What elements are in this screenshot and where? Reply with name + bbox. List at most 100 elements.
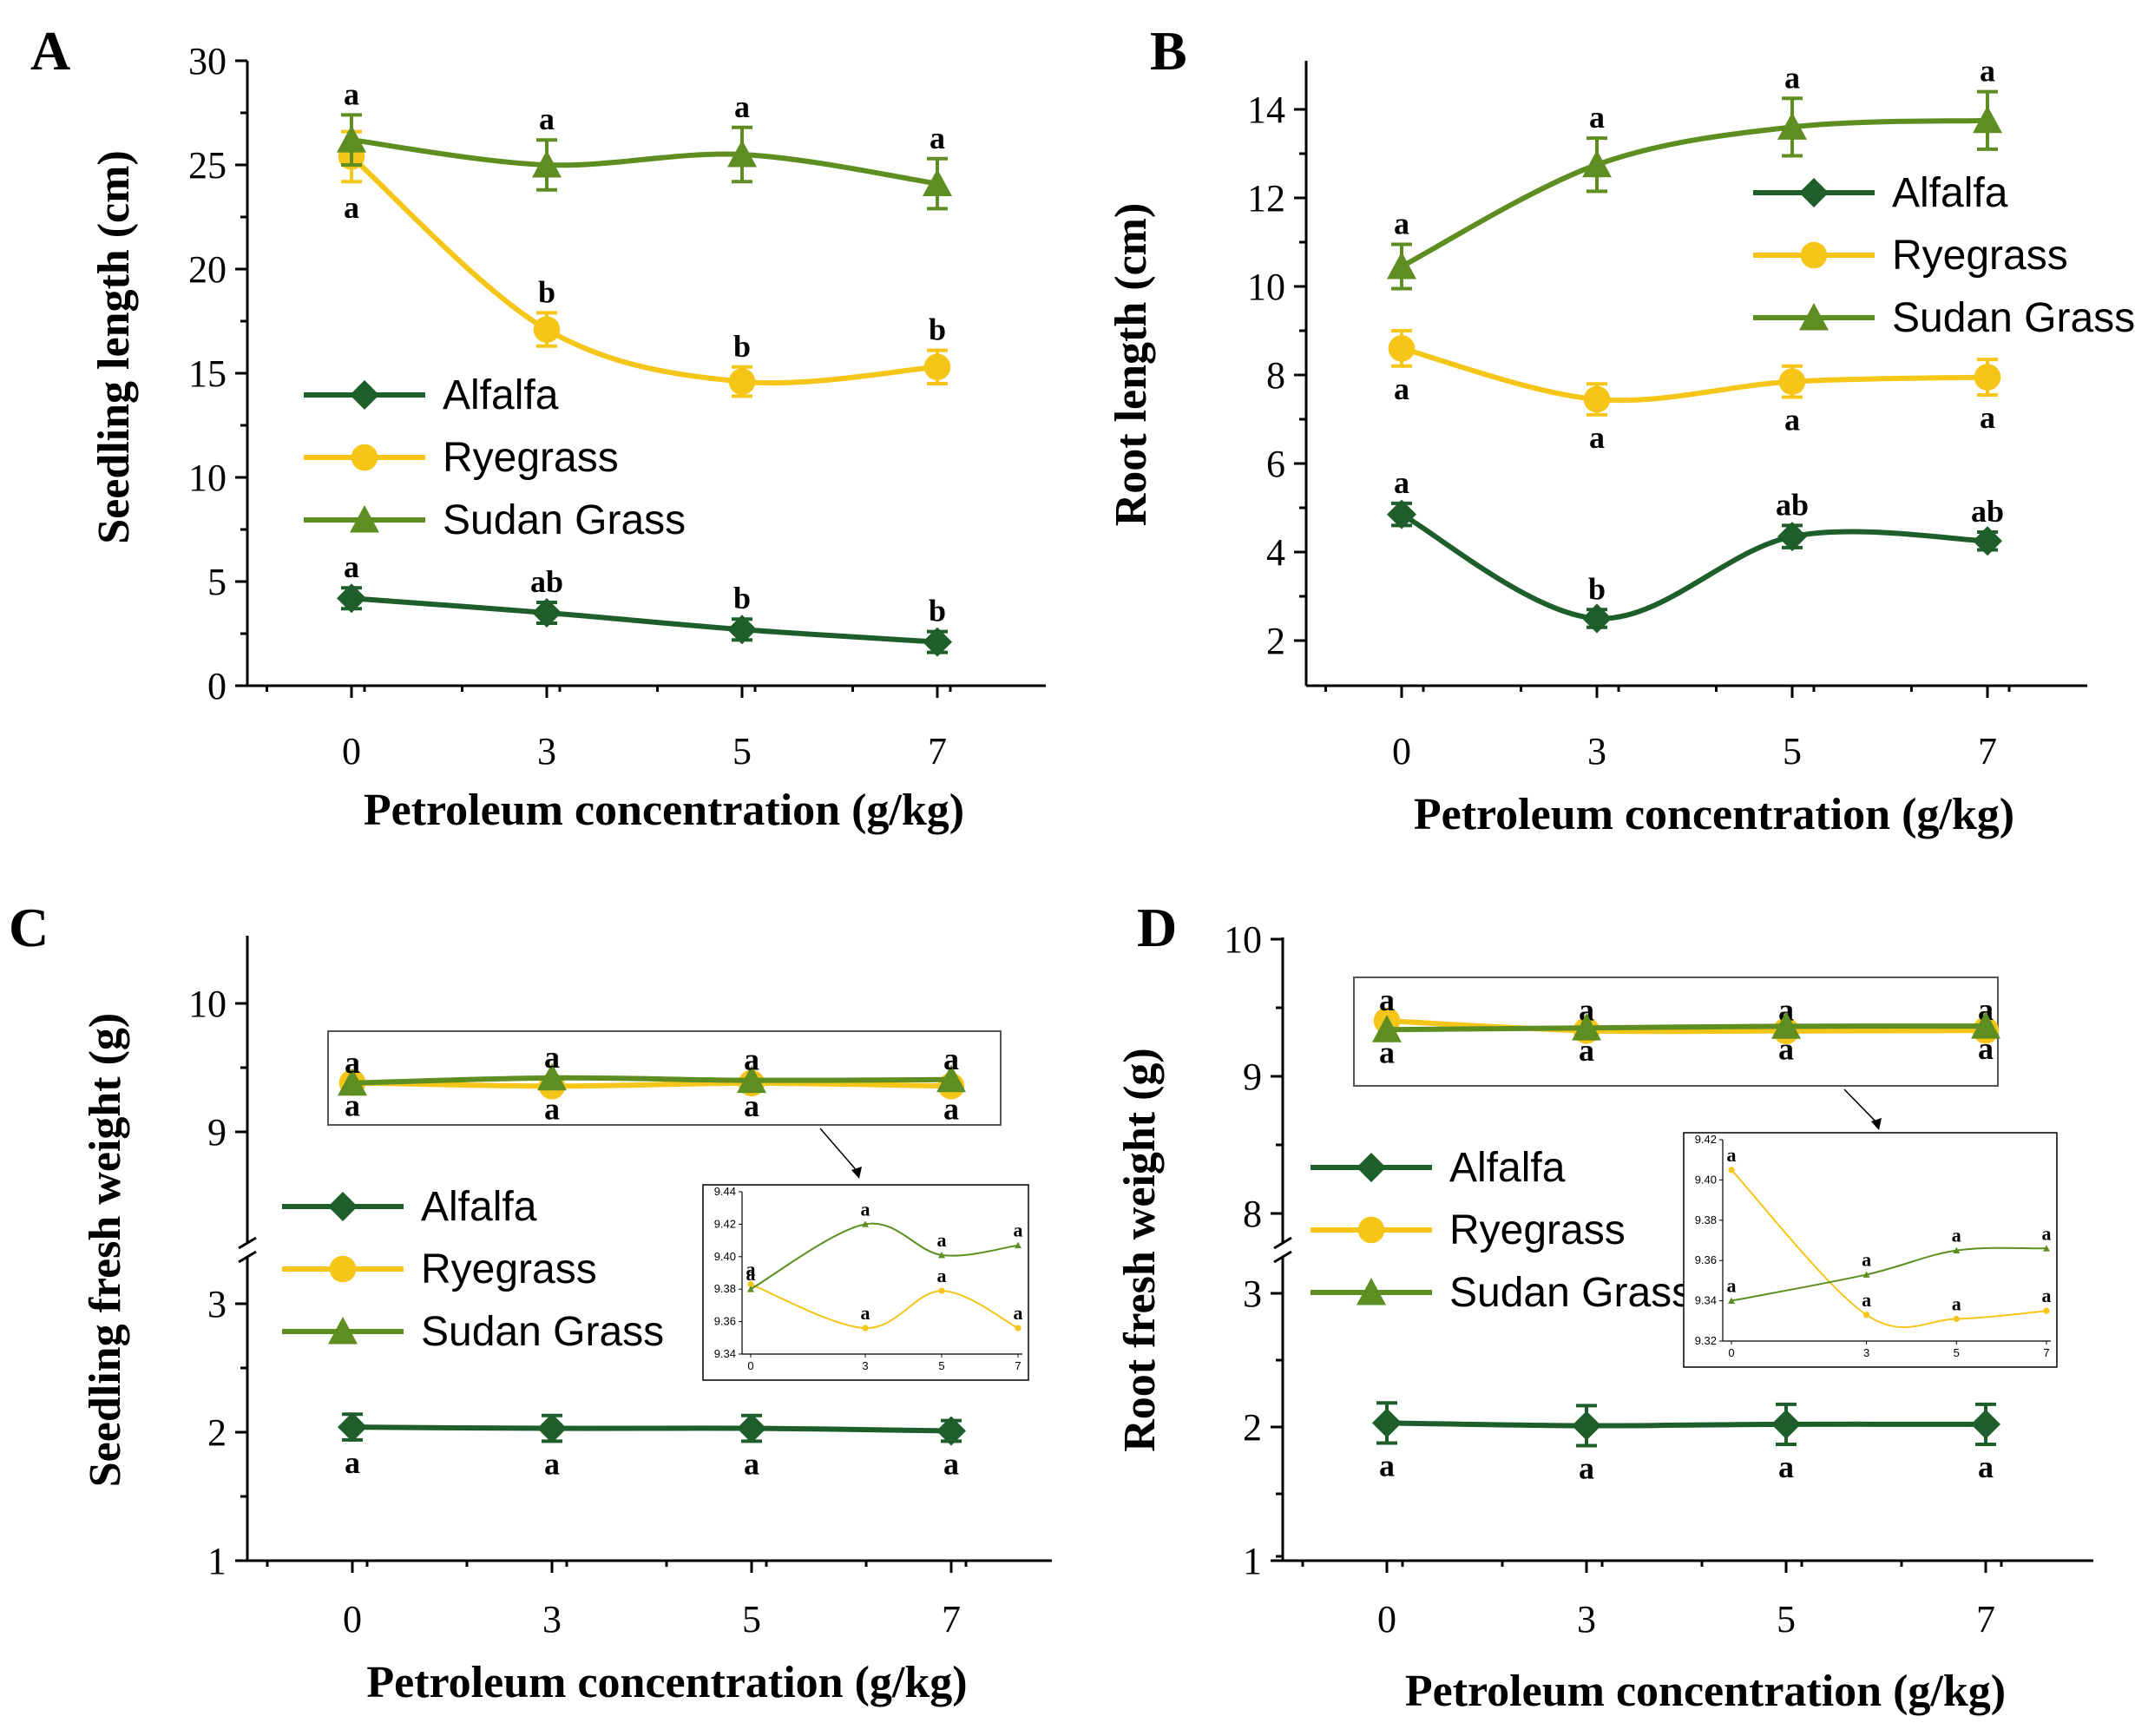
data-point xyxy=(1778,368,1806,395)
significance-label: a xyxy=(1379,1035,1395,1069)
legend: Alfalfa Ryegrass Sudan Grass xyxy=(282,1184,664,1355)
significance-label: a xyxy=(539,102,555,136)
inset-data-point xyxy=(2043,1307,2050,1314)
significance-label: b xyxy=(733,581,751,615)
inset-data-point xyxy=(938,1251,945,1259)
significance-label: a xyxy=(1784,60,1800,95)
significance-label: a xyxy=(1978,1450,1994,1484)
axis-break-mark xyxy=(1273,1250,1292,1264)
zoom-arrow-head xyxy=(1871,1118,1882,1130)
y-tick-label: 3 xyxy=(1243,1272,1262,1315)
panel-letter: A xyxy=(30,20,70,82)
inset-data-point xyxy=(2043,1245,2050,1252)
inset-y-tick-label: 9.36 xyxy=(1695,1253,1717,1266)
y-tick-label: 1 xyxy=(1243,1540,1262,1582)
series-line xyxy=(351,1080,952,1089)
significance-label: b xyxy=(929,312,946,347)
significance-label: a xyxy=(744,1446,759,1481)
zoom-arrow xyxy=(819,1128,860,1174)
y-tick-label: 6 xyxy=(1266,443,1285,485)
inset-series-line xyxy=(750,1283,1019,1330)
legend-marker xyxy=(350,380,379,410)
significance-label: a xyxy=(345,1045,360,1080)
inset-data-point xyxy=(747,1286,754,1292)
x-tick-label: 3 xyxy=(1577,1598,1596,1641)
significance-label: b xyxy=(538,274,555,309)
x-tick-label: 3 xyxy=(542,1598,562,1641)
x-axis-title: Petroleum concentration (g/kg) xyxy=(1414,790,2014,839)
y-tick-label: 30 xyxy=(188,40,227,82)
inset-frame xyxy=(702,1184,1029,1381)
x-tick-label: 0 xyxy=(342,730,361,773)
legend-marker xyxy=(351,444,378,471)
legend-label: Sudan Grass xyxy=(1892,295,2135,341)
zoom-arrow xyxy=(1843,1088,1880,1126)
y-tick-label: 10 xyxy=(1247,266,1285,308)
data-point xyxy=(1971,1409,2000,1439)
data-point xyxy=(727,140,757,168)
legend: Alfalfa Ryegrass Sudan Grass xyxy=(304,372,686,543)
data-point xyxy=(1771,1409,1801,1439)
significance-label: a xyxy=(1579,1033,1594,1068)
x-tick-label: 3 xyxy=(537,730,556,773)
inset-significance-label: a xyxy=(861,1198,870,1220)
data-point xyxy=(923,168,952,197)
y-tick-label: 5 xyxy=(207,561,227,603)
axis-break-mark xyxy=(238,1236,257,1250)
y-tick-label: 10 xyxy=(188,983,227,1025)
panel-letter: B xyxy=(1150,20,1187,82)
significance-label: b xyxy=(929,594,946,628)
significance-label: a xyxy=(1589,100,1605,135)
series-line xyxy=(350,155,938,386)
y-tick-label: 9 xyxy=(207,1111,227,1154)
y-tick-label: 12 xyxy=(1247,177,1285,220)
inset-significance-label: a xyxy=(1014,1220,1023,1241)
y-tick-label: 2 xyxy=(1243,1406,1262,1449)
inset-significance-label: a xyxy=(2042,1285,2052,1306)
significance-label: a xyxy=(1394,465,1409,500)
data-point xyxy=(338,1412,367,1443)
x-tick-label: 3 xyxy=(1587,730,1606,773)
inset-data-point xyxy=(1862,1312,1870,1318)
x-tick-label: 0 xyxy=(1392,730,1411,773)
significance-label: a xyxy=(1579,992,1594,1027)
legend-marker xyxy=(1799,178,1829,207)
data-point xyxy=(1777,112,1807,140)
significance-label: a xyxy=(1589,420,1605,455)
data-point xyxy=(1572,1410,1601,1441)
inset-x-tick-label: 3 xyxy=(1863,1346,1869,1359)
zoom-arrow-head xyxy=(851,1167,862,1179)
y-tick-label: 1 xyxy=(207,1540,227,1582)
significance-label: a xyxy=(1784,403,1800,437)
data-point xyxy=(936,1064,966,1093)
y-tick-label: 2 xyxy=(1266,620,1285,662)
inset-significance-label: a xyxy=(1952,1225,1961,1246)
significance-label: a xyxy=(345,1445,360,1480)
axis-break-mark xyxy=(238,1250,257,1264)
significance-label: a xyxy=(544,1040,560,1075)
legend-label: Sudan Grass xyxy=(443,497,686,543)
inset-data-point xyxy=(1862,1271,1870,1278)
significance-label: ab xyxy=(1776,487,1809,522)
inset-data-point xyxy=(1728,1297,1735,1304)
y-tick-label: 0 xyxy=(207,665,227,707)
significance-label: a xyxy=(734,89,750,124)
inset-y-tick-label: 9.36 xyxy=(714,1315,736,1328)
legend-marker xyxy=(328,1192,358,1221)
significance-label: a xyxy=(943,1042,959,1076)
inset-y-tick-label: 9.44 xyxy=(714,1185,736,1198)
y-axis-title: Seedling fresh weight (g) xyxy=(81,1013,130,1487)
x-tick-label: 7 xyxy=(1978,730,1997,773)
significance-label: a xyxy=(943,1446,959,1481)
inset-data-point xyxy=(747,1280,754,1288)
series-line xyxy=(351,595,938,645)
inset-y-tick-label: 9.40 xyxy=(1695,1173,1717,1186)
significance-label: a xyxy=(1394,207,1409,241)
significance-label: b xyxy=(1588,571,1606,606)
significance-label: a xyxy=(1379,983,1395,1017)
panel-letter: C xyxy=(9,897,49,958)
